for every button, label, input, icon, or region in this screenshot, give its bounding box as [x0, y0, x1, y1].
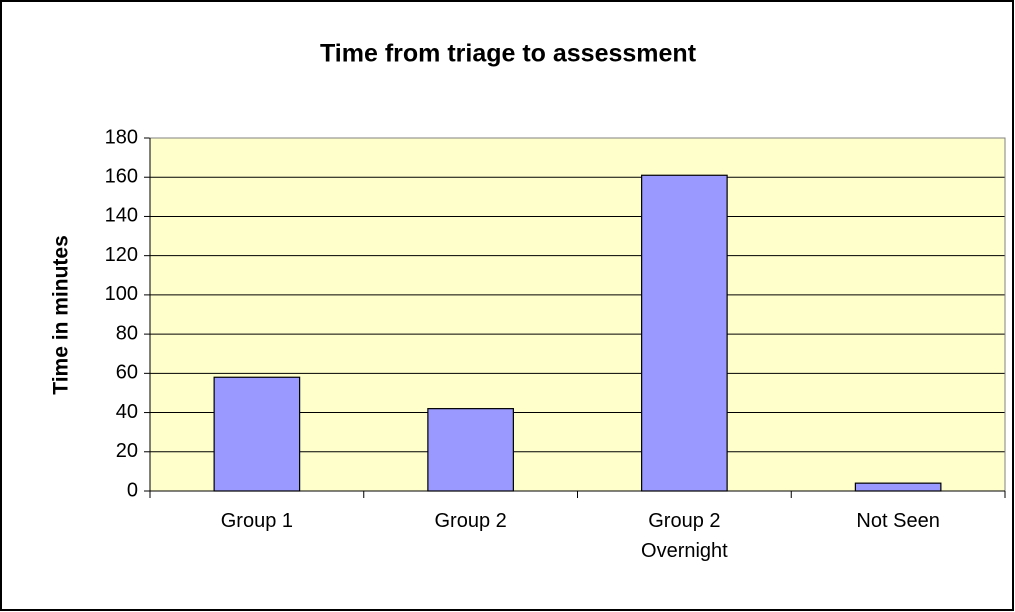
y-tick-label: 180: [105, 126, 138, 148]
y-tick-label: 140: [105, 205, 138, 227]
y-tick-label: 0: [127, 479, 138, 501]
y-tick-label: 100: [105, 283, 138, 305]
x-tick-label: Group 1: [220, 510, 293, 532]
bar: [427, 408, 514, 492]
y-tick-label: 20: [116, 440, 138, 462]
x-tick-label: Not Seen: [856, 510, 940, 532]
y-tick-label: 160: [105, 166, 138, 188]
bar: [641, 174, 728, 492]
x-tick-label: Group 2: [434, 510, 507, 532]
x-tick-label: Group 2 Overnight: [641, 510, 728, 562]
bar: [854, 482, 942, 492]
chart-title: Time from triage to assessment: [320, 40, 697, 68]
y-tick-label: 60: [116, 362, 138, 384]
y-tick-label: 120: [105, 244, 138, 266]
y-tick-label: 80: [116, 322, 138, 344]
y-tick-label: 40: [116, 401, 138, 423]
y-axis-label: Time in minutes: [50, 235, 73, 394]
bar: [213, 376, 301, 492]
